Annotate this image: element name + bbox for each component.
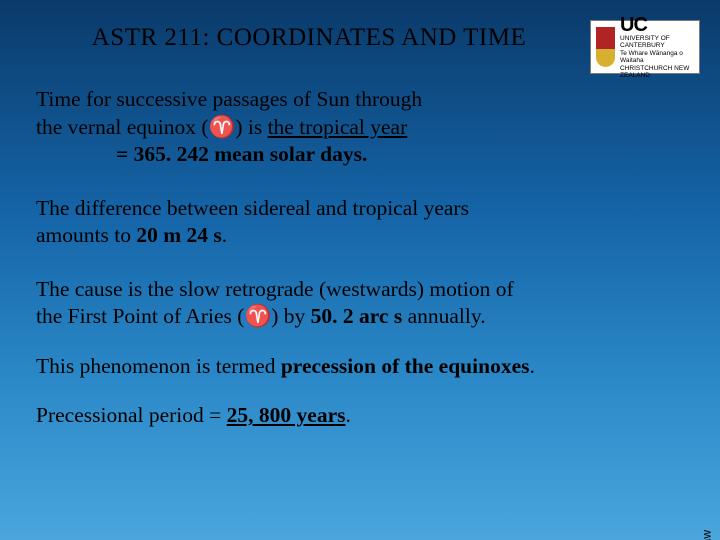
logo-uc: UC — [620, 15, 694, 35]
paragraph-4: This phenomenon is termed precession of … — [36, 353, 680, 381]
p1-line1: Time for successive passages of Sun thro… — [36, 87, 422, 111]
p3-line2c: annually. — [402, 304, 485, 328]
p1-line2a: the vernal equinox ( — [36, 115, 209, 139]
logo-line4: CHRISTCHURCH NEW ZEALAND — [620, 66, 694, 80]
p3-line1: The cause is the slow retrograde (westwa… — [36, 277, 514, 301]
p2-line1: The difference between sidereal and trop… — [36, 196, 469, 220]
p1-eq: = 365. 242 mean solar days. — [36, 142, 367, 166]
author-caption: Prof. John Hearnshaw — [700, 530, 714, 540]
p5-val: 25, 800 years — [227, 403, 346, 427]
logo-line2: CANTERBURY — [620, 43, 694, 50]
p3-line2b: ) by — [271, 304, 310, 328]
slide-body: Time for successive passages of Sun thro… — [0, 80, 720, 430]
aries-icon: ♈ — [244, 304, 271, 328]
p5-a: Precessional period = — [36, 403, 227, 427]
paragraph-3: The cause is the slow retrograde (westwa… — [36, 276, 680, 331]
slide: ASTR 211: COORDINATES AND TIME UC UNIVER… — [0, 0, 720, 540]
p4-a: This phenomenon is termed — [36, 354, 281, 378]
slide-title: ASTR 211: COORDINATES AND TIME — [28, 20, 590, 52]
p2-line2a: amounts to — [36, 223, 136, 247]
p1-term: the tropical year — [268, 115, 408, 139]
paragraph-1: Time for successive passages of Sun thro… — [36, 86, 680, 169]
aries-icon: ♈ — [209, 115, 236, 139]
crest-icon — [596, 27, 615, 67]
p3-line2a: the First Point of Aries ( — [36, 304, 244, 328]
p5-b: . — [345, 403, 350, 427]
p2-val: 20 m 24 s — [136, 223, 221, 247]
header: ASTR 211: COORDINATES AND TIME UC UNIVER… — [0, 0, 720, 80]
paragraph-2: The difference between sidereal and trop… — [36, 195, 680, 250]
p2-line2b: . — [222, 223, 227, 247]
logo-line1: UNIVERSITY OF — [620, 36, 694, 43]
p3-val: 50. 2 arc s — [311, 304, 403, 328]
logo-text: UC UNIVERSITY OF CANTERBURY Te Whare Wān… — [620, 15, 694, 80]
p4-term: precession of the equinoxes — [281, 354, 530, 378]
logo-line3: Te Whare Wānanga o Waitaha — [620, 51, 694, 65]
p1-line2b: ) is — [235, 115, 267, 139]
university-logo: UC UNIVERSITY OF CANTERBURY Te Whare Wān… — [590, 20, 700, 74]
paragraph-5: Precessional period = 25, 800 years. — [36, 402, 680, 430]
p4-b: . — [529, 354, 534, 378]
